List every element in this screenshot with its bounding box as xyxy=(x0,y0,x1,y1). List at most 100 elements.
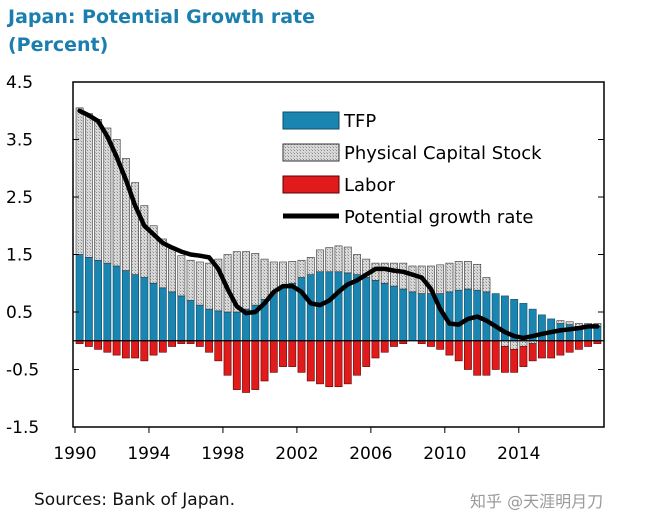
capital-bar xyxy=(519,340,528,347)
tfp-bar xyxy=(149,282,158,342)
labor-bar xyxy=(436,340,445,350)
labor-bar xyxy=(269,340,278,373)
tfp-bar xyxy=(390,285,398,342)
labor-bar xyxy=(121,340,130,359)
y-tick-label: 2.5 xyxy=(6,188,33,208)
tfp-bar xyxy=(297,277,306,342)
labor-bar xyxy=(584,340,593,347)
labor-bar xyxy=(510,349,519,373)
legend-label: Physical Capital Stock xyxy=(344,143,542,164)
tfp-bar xyxy=(491,293,500,342)
labor-bar xyxy=(574,340,583,350)
tfp-bar xyxy=(454,289,463,342)
capital-bar xyxy=(232,251,241,313)
chart-subtitle: (Percent) xyxy=(8,34,109,56)
labor-bar xyxy=(473,340,482,376)
capital-bar xyxy=(380,262,389,284)
labor-bar xyxy=(547,340,556,359)
tfp-bar xyxy=(417,293,426,342)
capital-bar xyxy=(186,259,195,301)
capital-bar xyxy=(362,258,371,278)
labor-bar xyxy=(537,340,546,359)
capital-bar xyxy=(510,340,519,350)
tfp-bar xyxy=(75,254,84,342)
labor-bar xyxy=(103,340,112,353)
capital-bar xyxy=(103,127,112,264)
labor-bar xyxy=(94,340,103,350)
capital-bar xyxy=(205,262,213,310)
labor-bar xyxy=(297,340,306,373)
y-tick-label: 1.5 xyxy=(6,246,33,266)
labor-bar xyxy=(112,340,121,356)
tfp-bar xyxy=(306,274,315,342)
labor-bar xyxy=(242,340,250,393)
tfp-bar xyxy=(380,282,389,342)
labor-bar xyxy=(158,340,167,353)
tfp-bar xyxy=(94,259,103,342)
labor-bar xyxy=(316,340,324,385)
capital-bar xyxy=(75,107,84,255)
capital-bar xyxy=(112,139,121,267)
capital-bar xyxy=(214,258,223,312)
labor-bar xyxy=(427,340,435,347)
legend-label: Labor xyxy=(344,175,395,196)
tfp-bar xyxy=(121,270,130,342)
labor-bar xyxy=(168,340,176,347)
potential-growth-line xyxy=(77,108,600,341)
labor-bar xyxy=(519,346,528,367)
tfp-bar xyxy=(195,304,204,342)
capital-bar xyxy=(464,261,472,290)
labor-bar xyxy=(232,340,241,390)
tfp-bar xyxy=(214,310,223,342)
labor-bar xyxy=(445,340,454,356)
labor-bar xyxy=(454,340,463,362)
capital-bar xyxy=(482,277,491,293)
labor-bar xyxy=(491,340,500,370)
x-tick-label: 2010 xyxy=(423,444,466,464)
capital-bar xyxy=(195,261,204,306)
tfp-bar xyxy=(177,295,186,342)
labor-bar xyxy=(343,340,352,385)
labor-bar xyxy=(482,340,491,376)
y-tick-label: 0.5 xyxy=(6,303,33,323)
y-tick-label: 4.5 xyxy=(6,73,33,93)
tfp-bar xyxy=(112,265,121,342)
capital-bar xyxy=(251,253,260,306)
labor-bar xyxy=(214,340,223,362)
tfp-bar xyxy=(279,287,287,342)
labor-bar xyxy=(528,343,537,362)
labor-bar xyxy=(140,340,149,362)
legend-swatch-tfp xyxy=(282,111,340,130)
x-tick-label: 1990 xyxy=(53,444,96,464)
labor-bar xyxy=(390,340,398,347)
capital-bar xyxy=(556,320,565,324)
labor-bar xyxy=(260,340,269,382)
x-tick-label: 1998 xyxy=(201,444,244,464)
tfp-bar xyxy=(232,311,241,342)
legend-label: Potential growth rate xyxy=(344,207,534,228)
x-tick-label: 2006 xyxy=(349,444,392,464)
watermark: 知乎 @天涯明月刀 xyxy=(470,492,604,511)
source-note: Sources: Bank of Japan. xyxy=(34,490,236,510)
legend-swatch-capital xyxy=(282,143,340,162)
labor-bar xyxy=(279,340,287,367)
capital-bar xyxy=(408,265,417,293)
labor-bar xyxy=(334,340,343,388)
capital-bar xyxy=(168,248,176,293)
labor-bar xyxy=(556,340,565,356)
labor-bar xyxy=(380,340,389,353)
legend-label: TFP xyxy=(343,111,376,132)
tfp-bar xyxy=(140,277,149,342)
labor-bar xyxy=(464,340,472,370)
capital-bar xyxy=(334,245,343,273)
x-tick-label: 2002 xyxy=(275,444,318,464)
tfp-bar xyxy=(205,308,213,342)
tfp-bar xyxy=(103,262,112,342)
capital-bar xyxy=(390,262,398,287)
tfp-bar xyxy=(464,288,472,342)
tfp-bar xyxy=(269,293,278,342)
tfp-bar xyxy=(168,291,176,342)
tfp-bar xyxy=(371,280,380,342)
tfp-bar xyxy=(186,300,195,342)
tfp-bar xyxy=(427,293,435,342)
